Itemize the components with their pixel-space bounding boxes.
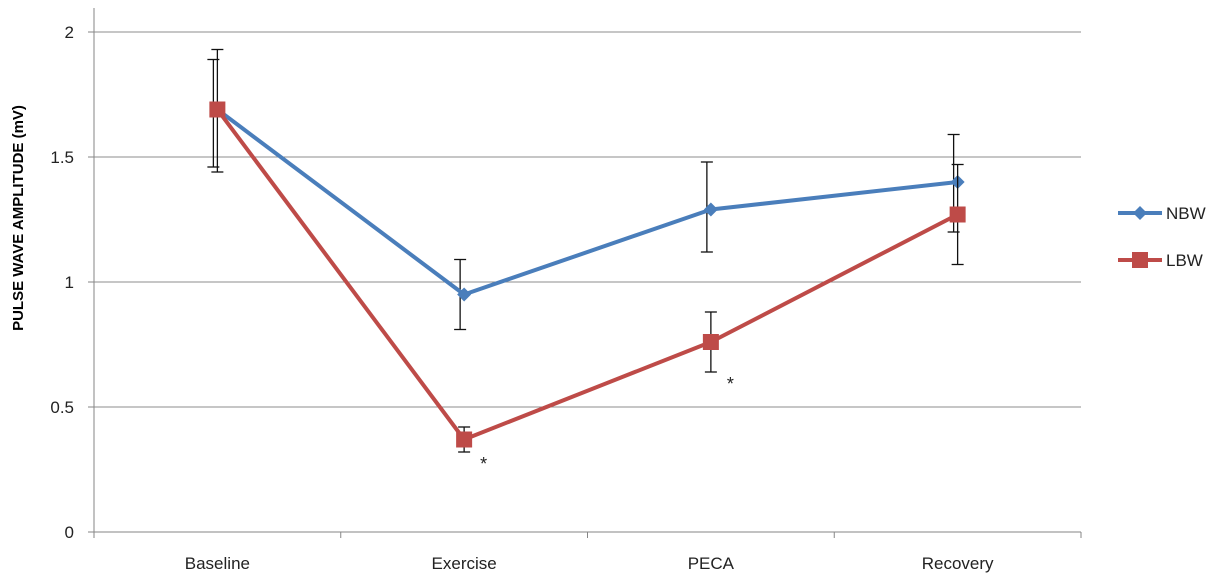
data-point bbox=[703, 202, 718, 217]
y-tick-labels: 0 0.5 1 1.5 2 bbox=[50, 23, 74, 542]
series-lbw bbox=[209, 48, 966, 453]
significance-marker: * bbox=[727, 374, 734, 394]
x-tick-labels: Baseline Exercise PECA Recovery bbox=[185, 554, 994, 573]
y-tick-label: 0 bbox=[65, 523, 74, 542]
gridlines bbox=[88, 31, 1082, 538]
y-tick-label: 2 bbox=[65, 23, 74, 42]
y-axis-label: PULSE WAVE AMPLITUDE (mV) bbox=[10, 105, 27, 331]
data-point bbox=[702, 334, 719, 350]
x-tick-label: Baseline bbox=[185, 554, 250, 573]
series-nbw bbox=[207, 58, 965, 331]
series-line bbox=[216, 107, 958, 297]
x-tick-label: PECA bbox=[688, 554, 735, 573]
y-tick-label: 1.5 bbox=[50, 148, 74, 167]
legend: NBW LBW bbox=[1118, 204, 1206, 270]
y-tick-label: 1 bbox=[65, 273, 74, 292]
series-line bbox=[215, 108, 959, 442]
annotations: ** bbox=[480, 374, 734, 474]
legend-label: NBW bbox=[1166, 204, 1206, 223]
legend-item-lbw: LBW bbox=[1118, 251, 1203, 270]
x-tick-label: Exercise bbox=[432, 554, 497, 573]
axes bbox=[93, 8, 1081, 533]
data-point bbox=[209, 101, 226, 118]
legend-marker bbox=[1132, 252, 1148, 268]
series-layer bbox=[207, 48, 966, 453]
legend-marker bbox=[1133, 206, 1147, 220]
x-tick-label: Recovery bbox=[922, 554, 994, 573]
data-point bbox=[949, 206, 966, 223]
legend-label: LBW bbox=[1166, 251, 1203, 270]
significance-marker: * bbox=[480, 454, 487, 474]
y-tick-label: 0.5 bbox=[50, 398, 74, 417]
data-point bbox=[457, 287, 472, 302]
data-point bbox=[456, 431, 473, 448]
legend-item-nbw: NBW bbox=[1118, 204, 1206, 223]
